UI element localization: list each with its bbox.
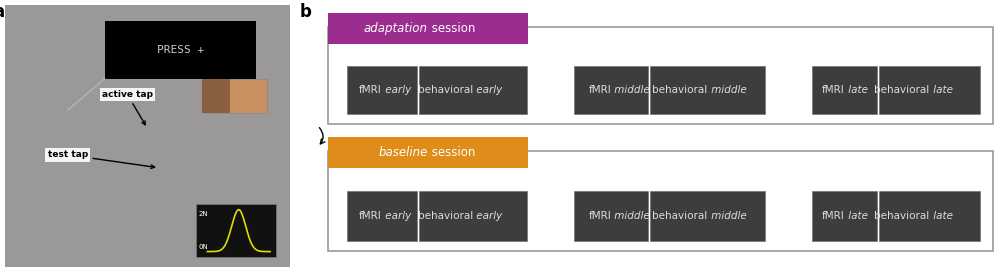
Text: active tap: active tap	[102, 90, 153, 125]
Bar	[328, 151, 993, 251]
Text: late: late	[845, 211, 868, 221]
FancyBboxPatch shape	[574, 191, 648, 241]
Text: behavioral: behavioral	[418, 211, 473, 221]
Bar	[202, 79, 267, 113]
FancyBboxPatch shape	[574, 66, 648, 114]
Text: middle: middle	[708, 85, 746, 95]
Text: baseline: baseline	[378, 146, 428, 159]
FancyBboxPatch shape	[419, 191, 527, 241]
Text: 2N: 2N	[199, 211, 208, 217]
FancyBboxPatch shape	[419, 66, 527, 114]
Text: behavioral: behavioral	[652, 85, 708, 95]
Text: behavioral: behavioral	[874, 85, 930, 95]
FancyBboxPatch shape	[812, 66, 877, 114]
Text: fMRI: fMRI	[359, 85, 382, 95]
Text: middle: middle	[611, 211, 650, 221]
Text: PRESS +: PRESS +	[157, 45, 204, 55]
Text: session: session	[428, 22, 475, 35]
Bar	[328, 137, 528, 168]
Text: early: early	[382, 211, 411, 221]
Text: behavioral: behavioral	[652, 211, 708, 221]
FancyBboxPatch shape	[347, 66, 417, 114]
Text: late: late	[930, 85, 953, 95]
FancyBboxPatch shape	[812, 191, 877, 241]
Bar	[328, 27, 993, 124]
Text: late: late	[930, 211, 953, 221]
Text: b: b	[300, 3, 312, 21]
Text: fMRI: fMRI	[588, 85, 611, 95]
FancyBboxPatch shape	[879, 191, 980, 241]
FancyArrowPatch shape	[319, 128, 325, 144]
Text: fMRI: fMRI	[359, 211, 382, 221]
Text: behavioral: behavioral	[418, 85, 473, 95]
FancyBboxPatch shape	[347, 191, 417, 241]
Text: 0N: 0N	[199, 244, 209, 250]
Text: early: early	[382, 85, 411, 95]
Text: session: session	[428, 146, 475, 159]
Bar	[196, 204, 276, 257]
Bar	[328, 13, 528, 44]
Text: test tap: test tap	[48, 150, 155, 168]
Text: middle: middle	[611, 85, 650, 95]
Text: a: a	[0, 3, 5, 21]
Text: early: early	[473, 211, 502, 221]
FancyBboxPatch shape	[650, 66, 765, 114]
FancyBboxPatch shape	[650, 191, 765, 241]
Text: late: late	[845, 85, 868, 95]
Text: middle: middle	[708, 211, 746, 221]
Text: fMRI: fMRI	[822, 85, 845, 95]
Text: behavioral: behavioral	[874, 211, 930, 221]
Text: early: early	[473, 85, 502, 95]
Bar	[202, 79, 230, 113]
Text: adaptation: adaptation	[364, 22, 428, 35]
FancyBboxPatch shape	[879, 66, 980, 114]
Bar	[105, 21, 256, 79]
Text: fMRI: fMRI	[588, 211, 611, 221]
Text: fMRI: fMRI	[822, 211, 845, 221]
